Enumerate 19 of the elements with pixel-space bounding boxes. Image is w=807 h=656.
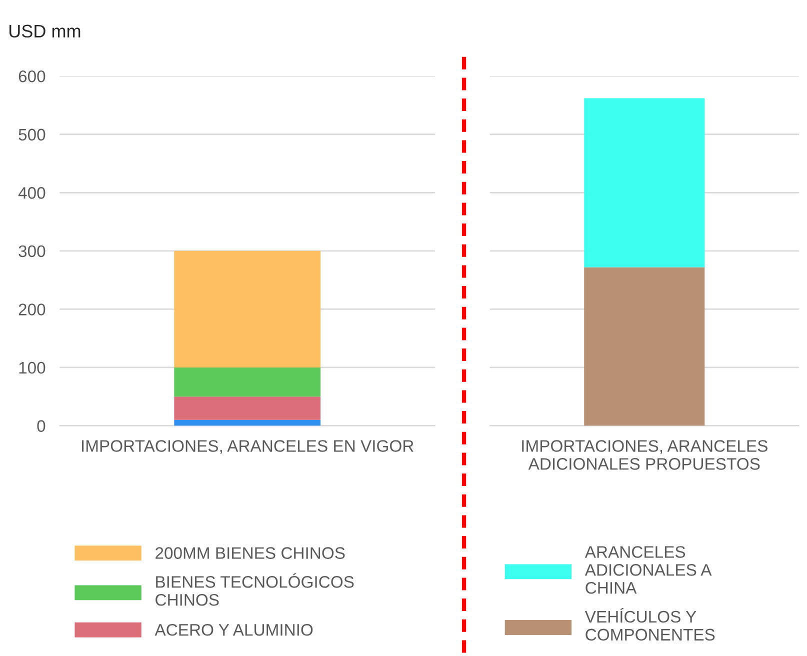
y-tick-label: 500 [18,128,46,141]
legend-label: VEHÍCULOS Y COMPONENTES [584,608,715,641]
y-axis-title: USD mm [9,24,80,38]
y-tick-label: 300 [18,245,46,258]
bar [174,250,321,368]
legend-label: 200MM BIENES CHINOS [156,547,345,559]
y-tick-label: 400 [18,187,46,199]
y-tick-label: 600 [18,70,46,82]
bar [174,420,321,426]
legend-label: BIENES TECNOLÓGICOS CHINOS [156,573,354,606]
y-tick-label: 100 [19,362,46,374]
bar [174,367,321,397]
bar [174,396,321,420]
legend-label: ARANCELES ADICIONALES A CHINA [584,546,712,594]
y-tick-label: 200 [18,304,46,316]
y-tick-label: 0 [37,420,46,432]
x-tick-label: IMPORTACIONES, ARANCELES ADICIONALES PROPUESTOS [522,440,768,470]
x-tick-label: IMPORTACIONES, ARANCELES EN VIGOR [82,440,414,454]
legend-label: ACERO Y ALUMINIO [154,624,313,636]
